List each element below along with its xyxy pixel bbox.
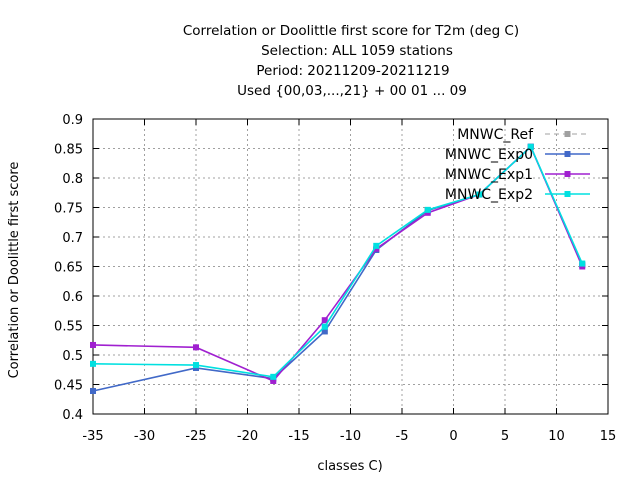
legend-label: MNWC_Ref [457,127,534,143]
legend-swatch-marker [564,131,571,137]
x-tick-label: 5 [501,429,509,444]
tick-labels: -35 -30 -25 -20 -15 -10 -5 0 5 10 15 0.4 0.45 0.5 0.55… [54,113,616,444]
y-axis-label: Correlation or Doolittle first score [7,162,22,379]
data-point [321,323,328,330]
data-point [424,206,431,213]
y-tick-label: 0.4 [62,408,83,423]
x-tick-label: -15 [288,429,309,444]
title-line-4: Used {00,03,...,21} + 00 01 ... 09 [237,83,467,99]
x-tick-label: 0 [449,429,457,444]
title-line-1: Correlation or Doolittle first score for… [183,23,519,39]
x-tick-label: -20 [237,429,258,444]
y-tick-label: 0.55 [54,320,83,335]
series-mnwc-exp2 [90,143,586,380]
data-point [270,373,277,380]
y-tick-label: 0.9 [62,113,83,128]
legend-swatch-marker [564,151,571,157]
data-point [193,362,199,369]
data-point [270,377,277,384]
x-tick-label: -25 [185,429,206,444]
series-line [92,145,583,392]
y-tick-label: 0.45 [54,379,83,394]
x-tick-label: -35 [82,429,103,444]
legend-swatch-marker [564,171,571,177]
series-line [92,145,583,392]
title-line-2: Selection: ALL 1059 stations [261,43,453,59]
x-tick-label: -10 [340,429,361,444]
data-point [321,328,328,335]
data-point [90,387,96,394]
legend-label: MNWC_Exp1 [445,167,533,183]
chart-title: Correlation or Doolittle first score for… [183,23,519,99]
data-point [579,260,586,267]
data-point [373,242,380,249]
y-tick-label: 0.7 [62,231,83,246]
x-tick-label: -30 [134,429,155,444]
y-tick-label: 0.6 [62,290,83,305]
legend-label: MNWC_Exp0 [445,147,533,163]
y-tick-label: 0.65 [54,261,83,276]
series-lines [90,143,586,394]
x-tick-label: -5 [396,429,409,444]
x-tick-label: 10 [548,429,565,444]
plot-border [92,118,609,415]
data-point [527,143,534,150]
y-tick-label: 0.8 [62,172,83,187]
data-point [321,317,328,324]
x-tick-label: 15 [600,429,617,444]
x-axis-label: classes C) [317,459,382,474]
y-tick-label: 0.5 [62,349,83,364]
legend-label: MNWC_Exp2 [445,187,533,203]
axis-ticks [92,118,609,415]
y-tick-label: 0.75 [54,202,83,217]
title-line-3: Period: 20211209-20211219 [256,63,449,79]
data-point [476,191,483,198]
data-point [90,341,96,348]
y-tick-label: 0.85 [54,143,83,158]
legend: MNWC_Ref MNWC_Exp0 MNWC_Exp1 MNWC_Exp2 [445,127,590,203]
data-point [193,344,199,351]
grid [93,119,608,414]
data-point [90,360,96,367]
legend-swatch-marker [564,191,571,197]
